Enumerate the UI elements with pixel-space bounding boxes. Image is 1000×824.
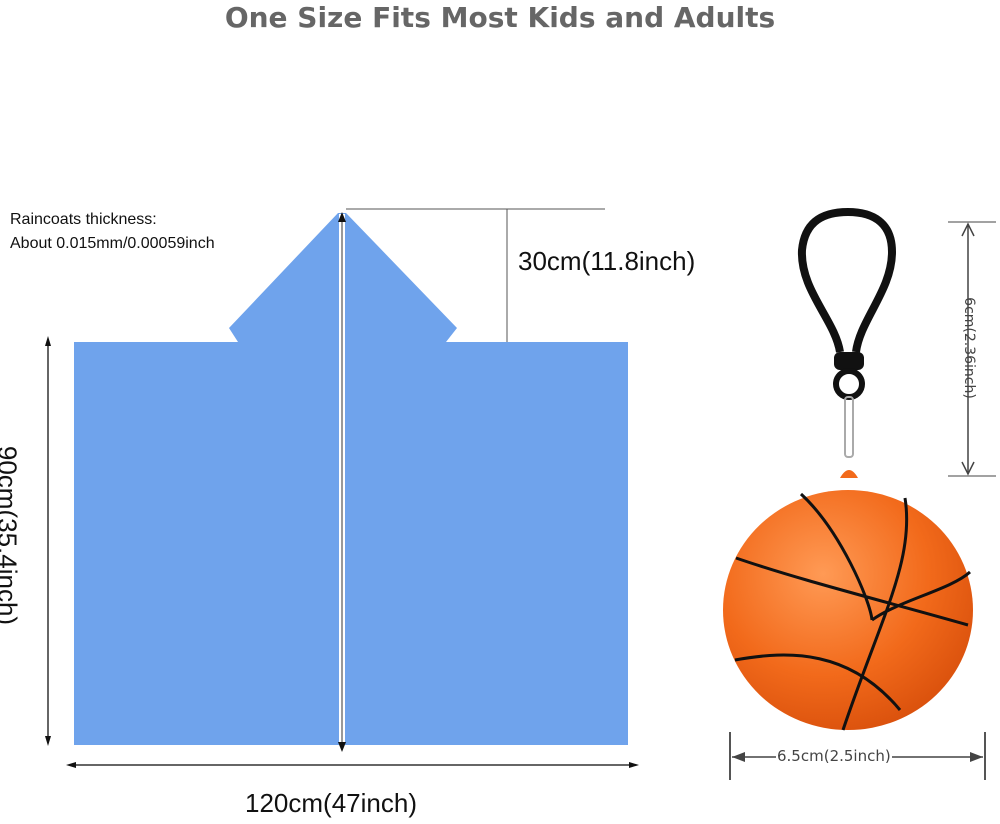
height-dimension: 90cm(35.4inch) xyxy=(0,445,23,626)
raincoat-shape xyxy=(74,213,628,745)
thickness-note: Raincoats thickness: About 0.015mm/0.000… xyxy=(10,208,215,256)
thickness-label: Raincoats thickness: xyxy=(10,211,157,228)
width-dimension: 120cm(47inch) xyxy=(245,788,417,818)
clip-icon xyxy=(797,207,897,353)
arrow-up-icon xyxy=(338,212,346,222)
arrow-down-icon xyxy=(338,742,346,752)
hood-dimension: 30cm(11.8inch) xyxy=(518,246,696,276)
thickness-value: About 0.015mm/0.00059inch xyxy=(10,235,215,252)
headline: One Size Fits Most Kids and Adults xyxy=(224,1,776,34)
basketball-icon xyxy=(723,490,973,731)
keychain-height-dimension: 6cm(2.36inch) xyxy=(961,297,977,399)
keychain-width-dimension: 6.5cm(2.5inch) xyxy=(776,747,892,765)
